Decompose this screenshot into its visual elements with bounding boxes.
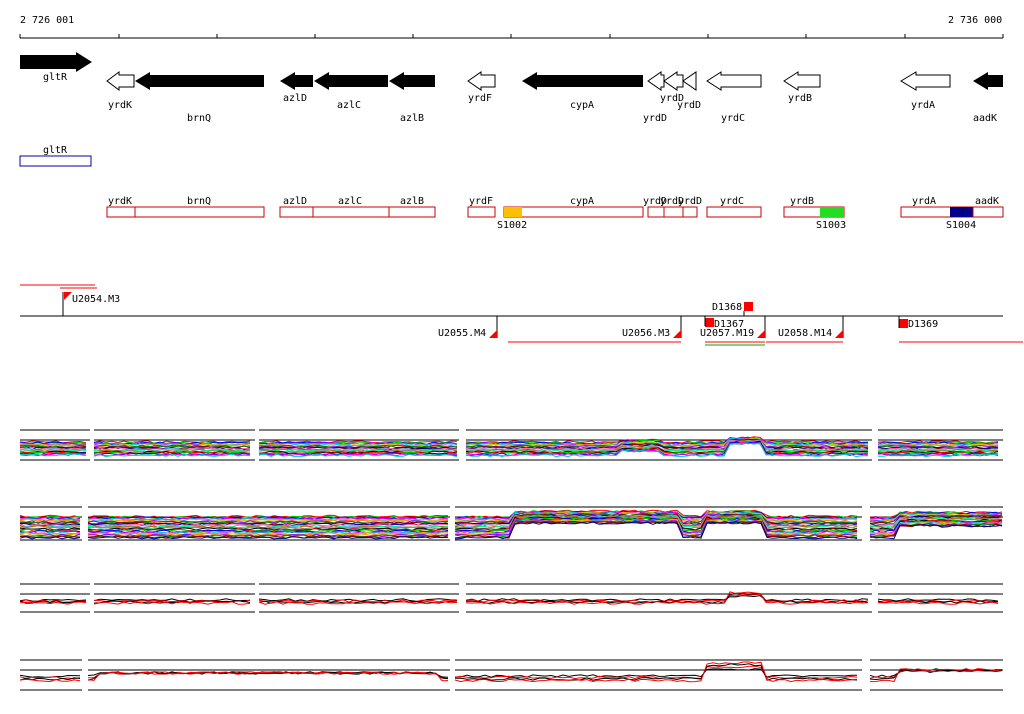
unit-label: yrdA: [912, 196, 936, 207]
feature-D1368[interactable]: D1368: [712, 302, 753, 316]
gene-yrdC[interactable]: yrdC: [706, 71, 762, 124]
feature-label: U2055.M4: [438, 328, 486, 339]
unit-box-cypA[interactable]: [503, 206, 644, 218]
profile-panel-2: [19, 506, 1003, 541]
expression-profile-panels: [19, 429, 1003, 691]
unit-label: yrdD: [660, 196, 684, 207]
unit-label: yrdD: [643, 196, 667, 207]
feature-U2057-M19[interactable]: U2057.M19: [700, 316, 766, 346]
gene-aadK[interactable]: aadK: [973, 72, 1003, 124]
segment-label: S1002: [497, 220, 527, 231]
unit-box-gltR[interactable]: [19, 155, 92, 167]
gene-azlB[interactable]: azlB: [389, 72, 435, 124]
feature-label: U2058.M14: [778, 328, 832, 339]
gene-yrdD-3[interactable]: yrdD: [677, 71, 701, 111]
gene-label: yrdK: [108, 100, 132, 111]
gene-label: yrdD: [677, 100, 701, 111]
unit-box-yrdF[interactable]: [467, 206, 496, 218]
unit-label: yrdC: [720, 196, 744, 207]
segment-label: S1004: [946, 220, 976, 231]
gene-label: gltR: [43, 72, 68, 83]
feature-label: D1368: [712, 302, 742, 313]
segment-S1002[interactable]: [504, 207, 522, 217]
gene-cypA[interactable]: cypA: [522, 72, 643, 111]
unit-label: azlC: [338, 196, 362, 207]
feature-label: D1369: [908, 319, 938, 330]
gene-yrdA[interactable]: yrdA: [900, 71, 951, 111]
profile-panel-4: [19, 659, 1003, 691]
unit-box-brnQ[interactable]: [134, 206, 265, 218]
gene-label: azlC: [337, 100, 361, 111]
unit-box-azlB[interactable]: [388, 206, 436, 218]
feature-label: U2056.M3: [622, 328, 670, 339]
gene-yrdB[interactable]: yrdB: [783, 71, 821, 104]
unit-label: cypA: [570, 196, 594, 207]
segment-S1003[interactable]: [820, 207, 844, 217]
gene-label: cypA: [570, 100, 594, 111]
unit-box-yrdD-3[interactable]: [682, 206, 698, 218]
gene-label: yrdA: [911, 100, 935, 111]
profile-panel-3: [19, 583, 1003, 613]
gene-label: yrdC: [721, 113, 745, 124]
unit-box-azlD[interactable]: [279, 206, 314, 218]
unit-label: yrdD: [678, 196, 702, 207]
feature-track: U2054.M3 U2055.M4 U2056.M3 U2057.M19 U2: [20, 284, 1023, 346]
segment-S1004[interactable]: [950, 207, 973, 217]
ruler-end-label: 2 736 000: [948, 15, 1002, 26]
gene-label: yrdD: [660, 93, 684, 104]
feature-U2054-M3[interactable]: U2054.M3: [62, 292, 120, 316]
ruler-ticks: [19, 34, 1004, 38]
gene-label: brnQ: [187, 113, 211, 124]
unit-label: brnQ: [187, 196, 211, 207]
gene-gltR[interactable]: gltR: [20, 52, 92, 83]
feature-label: U2054.M3: [72, 294, 120, 305]
gene-yrdF[interactable]: yrdF: [467, 71, 496, 104]
gene-yrdK[interactable]: yrdK: [106, 71, 135, 111]
gene-azlD[interactable]: azlD: [280, 72, 313, 104]
unit-label: yrdK: [108, 196, 132, 207]
gene-label: yrdB: [788, 93, 812, 104]
unit-box-yrdD-2[interactable]: [663, 206, 684, 218]
feature-label: D1367: [714, 319, 744, 330]
feature-label: U2057.M19: [700, 328, 754, 339]
unit-label: yrdB: [790, 196, 814, 207]
feature-U2058-M14[interactable]: U2058.M14: [766, 316, 844, 343]
feature-D1367[interactable]: D1367: [704, 316, 744, 330]
unit-box-aadK[interactable]: [972, 206, 1004, 218]
gene-track: gltR yrdK brnQ azlD azlC azlB yr: [20, 52, 1003, 124]
sense-unit-track: gltR: [19, 145, 92, 167]
unit-box-yrdK[interactable]: [106, 206, 136, 218]
gene-label: yrdD: [643, 113, 667, 124]
gene-azlC[interactable]: azlC: [314, 72, 388, 111]
unit-box-yrdD-1[interactable]: [647, 206, 665, 218]
unit-label: azlD: [283, 196, 307, 207]
segment-label: S1003: [816, 220, 846, 231]
ruler-start-label: 2 726 001: [20, 15, 74, 26]
feature-D1369[interactable]: D1369: [898, 316, 1023, 343]
profile-panel-1: [19, 429, 1003, 461]
unit-label: yrdF: [469, 196, 493, 207]
unit-box-yrdC[interactable]: [706, 206, 762, 218]
gene-brnQ[interactable]: brnQ: [135, 72, 264, 124]
gene-label: yrdF: [468, 93, 492, 104]
gene-label: aadK: [973, 113, 997, 124]
feature-U2056-M3[interactable]: U2056.M3: [622, 316, 682, 339]
antisense-unit-track: yrdK brnQ azlD azlC azlB yrdF cypA yrdD …: [106, 196, 1004, 231]
gene-label: azlD: [283, 93, 307, 104]
gene-label: azlB: [400, 113, 424, 124]
unit-label: azlB: [400, 196, 424, 207]
feature-U2055-M4[interactable]: U2055.M4: [438, 316, 681, 343]
unit-box-azlC[interactable]: [312, 206, 390, 218]
coordinate-ruler: 2 726 001 2 736 000: [19, 15, 1004, 39]
unit-label: aadK: [975, 196, 999, 207]
unit-label: gltR: [43, 145, 68, 156]
